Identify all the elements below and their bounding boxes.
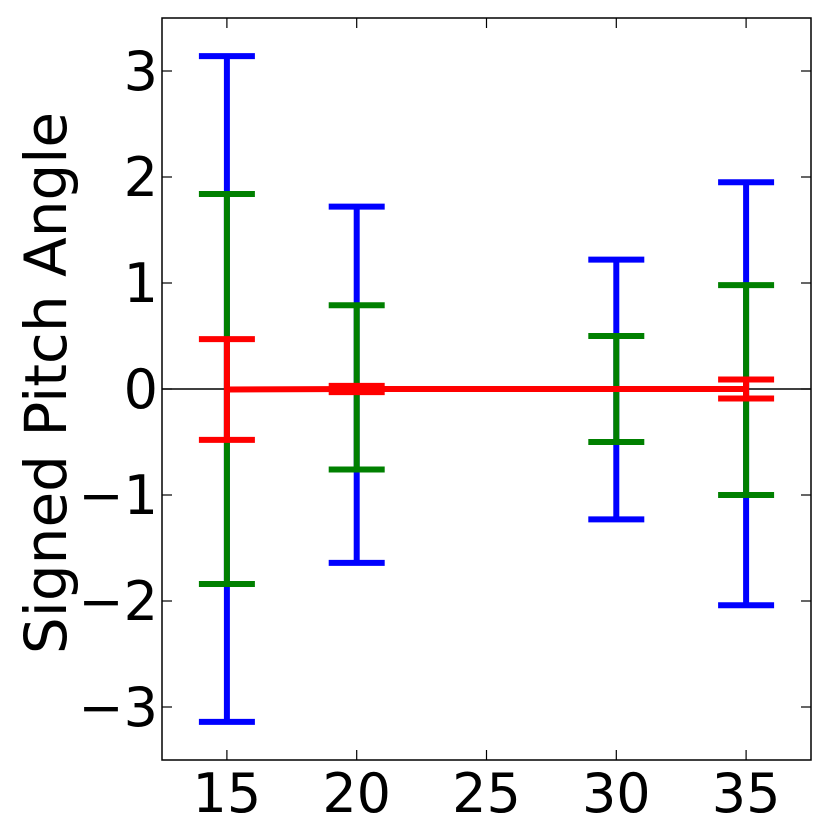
x-tick-label: 25 bbox=[452, 762, 521, 825]
y-tick-label: 2 bbox=[124, 146, 158, 209]
x-tick-label: 15 bbox=[193, 762, 262, 825]
x-tick-label: 30 bbox=[582, 762, 651, 825]
x-tick-label: 20 bbox=[322, 762, 391, 825]
errorbar-s2-p1 bbox=[328, 382, 385, 396]
x-tick-label: 35 bbox=[712, 762, 781, 825]
series-2-line bbox=[226, 386, 747, 393]
plot-area bbox=[162, 53, 811, 725]
axis-ticks: 15 20 25 30 35 −3 −2 −1 0 1 2 3 bbox=[78, 18, 811, 825]
y-tick-label: −2 bbox=[78, 570, 158, 633]
y-tick-label: 3 bbox=[124, 40, 158, 103]
y-tick-label: 1 bbox=[124, 252, 158, 315]
y-tick-label: −1 bbox=[78, 464, 158, 527]
errorbar-s2-p0 bbox=[198, 336, 255, 443]
errorbar-s2-p3 bbox=[718, 376, 775, 402]
y-tick-label: 0 bbox=[124, 358, 158, 421]
y-axis-label: Signed Pitch Angle bbox=[12, 112, 80, 654]
y-tick-label: −3 bbox=[78, 676, 158, 739]
plot-frame bbox=[161, 17, 812, 761]
